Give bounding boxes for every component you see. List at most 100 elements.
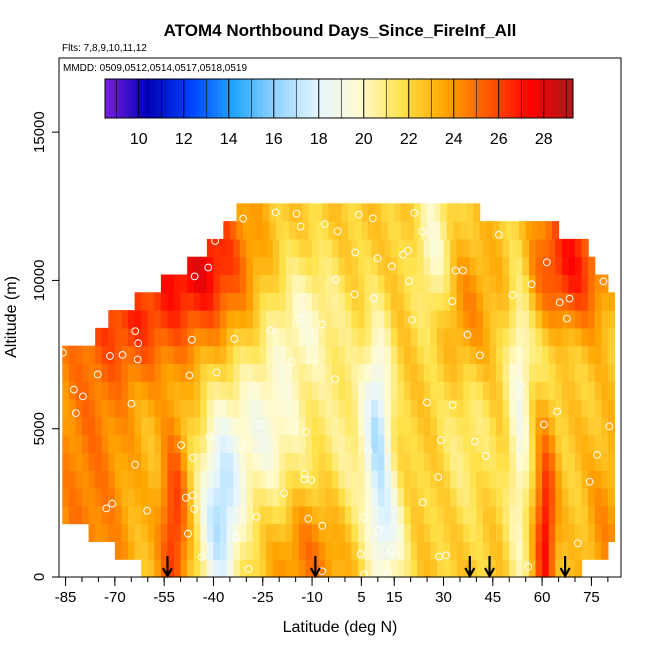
heatmap-cell (367, 221, 376, 240)
observation-point (333, 227, 342, 236)
heatmap-cell (292, 238, 300, 258)
heatmap-cell (95, 416, 103, 436)
heatmap-cell (213, 310, 221, 329)
heatmap-cell (607, 470, 616, 489)
observation-point (257, 420, 265, 429)
heatmap-cell (141, 416, 149, 436)
heatmap-cell (561, 381, 570, 400)
heatmap-cell (114, 470, 123, 489)
heatmap-cell (358, 292, 366, 311)
heatmap-cell (367, 203, 376, 222)
heatmap-cell (180, 274, 188, 293)
heatmap-cell (456, 523, 464, 543)
heatmap-cell (325, 559, 333, 578)
heatmap-cell (463, 559, 471, 578)
heatmap-cell (344, 470, 353, 489)
heatmap-cell (344, 523, 353, 543)
heatmap-cell (535, 274, 543, 293)
heatmap-cell (344, 310, 353, 329)
heatmap-cell (463, 327, 471, 347)
heatmap-cell (259, 541, 267, 560)
heatmap-cell (561, 363, 570, 382)
heatmap-cell (469, 505, 477, 525)
heatmap-cell (456, 399, 464, 418)
heatmap-cell (358, 470, 366, 489)
heatmap-cell (200, 363, 208, 382)
heatmap-cell (555, 505, 563, 525)
heatmap-cell (522, 434, 530, 454)
heatmap-cell (607, 292, 616, 311)
heatmap-cell (200, 256, 208, 276)
heatmap-cell (351, 488, 359, 507)
heatmap-cell (509, 274, 517, 293)
heatmap-cell (423, 452, 431, 471)
heatmap-cell (443, 381, 451, 400)
colorbar-segment (411, 79, 416, 118)
heatmap-cell (594, 488, 602, 507)
heatmap-cell (502, 381, 510, 400)
heatmap-cell (430, 488, 438, 507)
heatmap-cell (390, 470, 399, 489)
heatmap-cell (377, 310, 385, 329)
heatmap-cell (147, 345, 155, 365)
heatmap-cell (206, 381, 215, 400)
heatmap-cell (528, 256, 537, 276)
heatmap-cell (259, 363, 267, 382)
heatmap-cell (108, 452, 116, 471)
heatmap-cell (331, 256, 339, 276)
heatmap-cell (561, 452, 570, 471)
heatmap-cell (535, 310, 543, 329)
heatmap-cell (305, 256, 313, 276)
heatmap-cell (213, 470, 221, 489)
heatmap-cell (338, 505, 346, 525)
heatmap-cell (233, 416, 241, 436)
heatmap-cell (358, 523, 366, 543)
heatmap-cell (417, 541, 425, 560)
heatmap-cell (272, 488, 280, 507)
heatmap-cell (298, 327, 307, 347)
heatmap-cell (509, 345, 517, 365)
heatmap-cell (574, 256, 583, 276)
heatmap-cell (213, 505, 221, 525)
heatmap-cell (404, 559, 412, 578)
heatmap-cell (417, 416, 425, 436)
heatmap-cell (443, 256, 451, 276)
heatmap-cell (220, 363, 228, 382)
heatmap-cell (298, 381, 307, 400)
heatmap-cell (292, 399, 300, 418)
heatmap-cell (594, 470, 602, 489)
heatmap-cell (167, 399, 175, 418)
heatmap-cell (246, 363, 254, 382)
colorbar-segment (132, 79, 137, 118)
heatmap-cell (315, 221, 323, 240)
heatmap-cell (364, 416, 372, 436)
heatmap-cell (453, 203, 461, 222)
heatmap-cell (377, 470, 385, 489)
heatmap-cell (371, 470, 379, 489)
heatmap-cell (226, 523, 234, 543)
heatmap-cell (292, 541, 300, 560)
heatmap-cell (272, 256, 280, 276)
heatmap-cell (134, 505, 142, 525)
heatmap-cell (174, 559, 182, 578)
heatmap-cell (134, 399, 142, 418)
heatmap-cell (456, 310, 464, 329)
heatmap-cell (463, 399, 471, 418)
heatmap-cell (121, 523, 129, 543)
observation-point (360, 570, 369, 579)
heatmap-cell (200, 541, 208, 560)
heatmap-cell (351, 559, 359, 578)
heatmap-cell (252, 541, 261, 560)
heatmap-cell (358, 256, 366, 276)
heatmap-cell (417, 381, 425, 400)
heatmap-cell (515, 505, 523, 525)
colorbar-segment (357, 79, 362, 118)
heatmap-cell (114, 416, 123, 436)
observation-point (524, 562, 533, 571)
heatmap-cell (427, 203, 435, 222)
heatmap-cell (101, 434, 109, 454)
heatmap-cell (555, 292, 563, 311)
heatmap-cell (220, 345, 228, 365)
heatmap-cell (269, 221, 277, 240)
heatmap-cell (108, 345, 116, 365)
